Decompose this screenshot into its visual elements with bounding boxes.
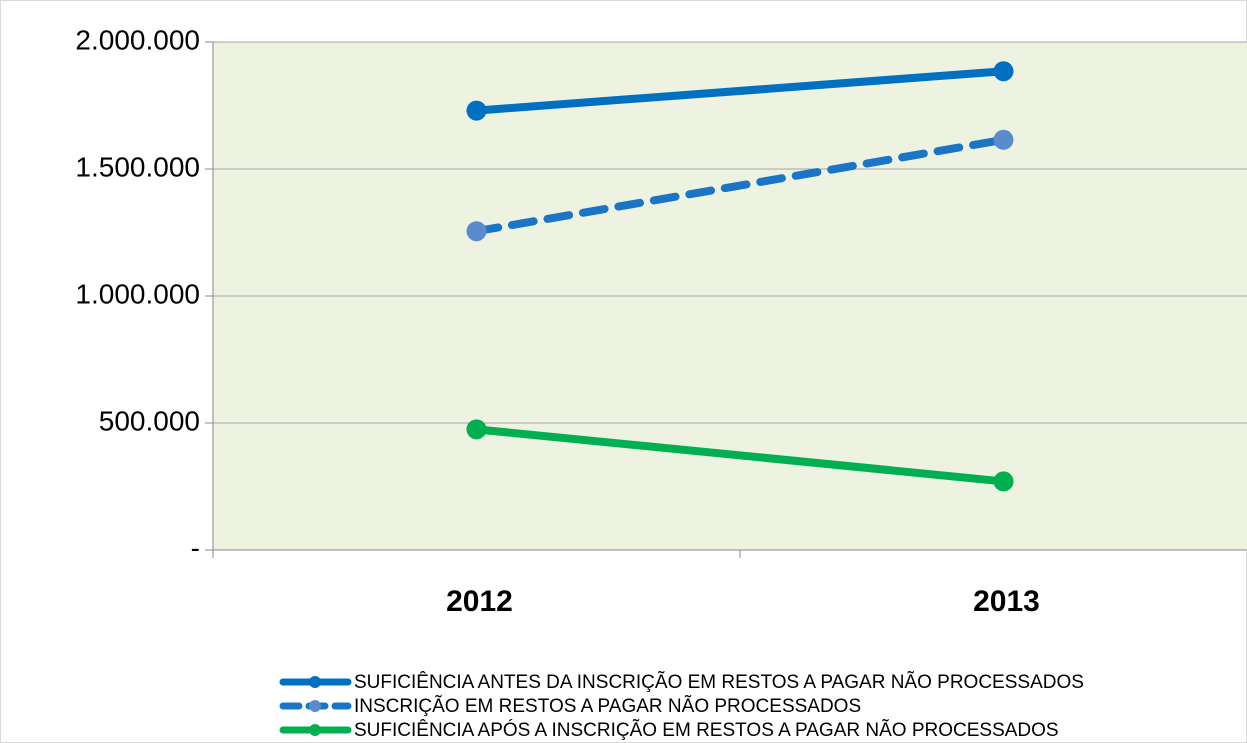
x-tick-label: 2013 xyxy=(973,585,1040,618)
series-marker xyxy=(466,100,487,121)
series-marker xyxy=(466,221,487,242)
y-tick-label: 1.000.000 xyxy=(75,278,200,309)
series-line xyxy=(472,425,1008,486)
legend-marker xyxy=(309,724,321,736)
series-marker xyxy=(993,61,1014,82)
series-marker xyxy=(993,471,1014,492)
series-line xyxy=(472,67,1008,115)
y-tick-label: 500.000 xyxy=(99,405,200,436)
legend-label: SUFICIÊNCIA APÓS A INSCRIÇÃO EM RESTOS A… xyxy=(354,719,1059,741)
series-marker xyxy=(993,129,1014,150)
legend-label: INSCRIÇÃO EM RESTOS A PAGAR NÃO PROCESSA… xyxy=(354,695,861,717)
y-tick-label: - xyxy=(191,532,200,563)
series-marker xyxy=(466,419,487,440)
y-tick-label: 2.000.000 xyxy=(75,24,200,55)
y-tick-label: 1.500.000 xyxy=(75,151,200,182)
series-line xyxy=(472,135,1008,236)
legend-marker xyxy=(309,700,321,712)
legend-label: SUFICIÊNCIA ANTES DA INSCRIÇÃO EM RESTOS… xyxy=(354,671,1084,693)
legend-marker xyxy=(309,676,321,688)
x-tick-label: 2012 xyxy=(446,585,513,618)
